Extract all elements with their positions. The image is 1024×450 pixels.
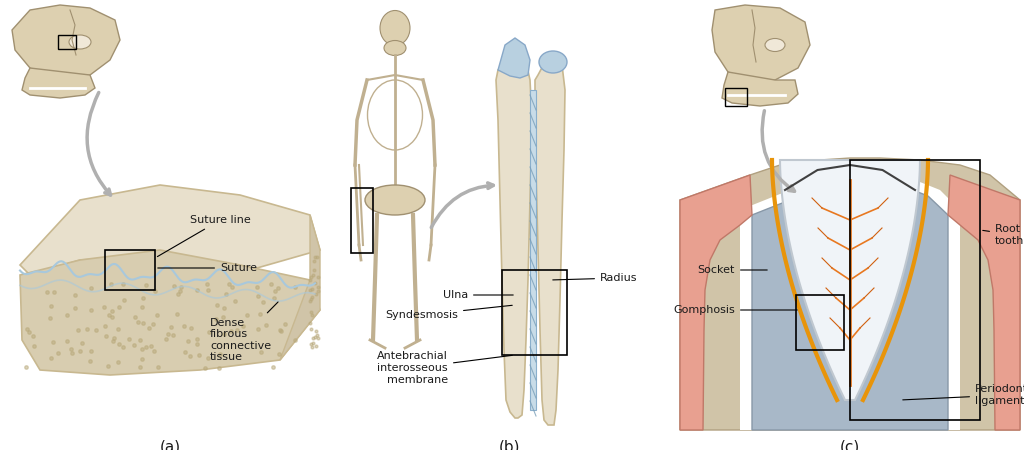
Bar xyxy=(351,188,373,253)
Bar xyxy=(796,295,844,350)
Text: Periodontal
ligament: Periodontal ligament xyxy=(903,384,1024,406)
Text: Root of
tooth: Root of tooth xyxy=(983,224,1024,246)
Text: Antebrachial
interosseous
membrane: Antebrachial interosseous membrane xyxy=(377,351,512,385)
Ellipse shape xyxy=(539,51,567,73)
Ellipse shape xyxy=(384,40,406,55)
Text: Radius: Radius xyxy=(553,273,638,283)
Bar xyxy=(502,270,567,355)
Polygon shape xyxy=(496,58,532,418)
Text: (c): (c) xyxy=(840,440,860,450)
Text: Gomphosis: Gomphosis xyxy=(673,305,798,315)
Ellipse shape xyxy=(365,185,425,215)
Bar xyxy=(850,160,980,420)
Polygon shape xyxy=(680,158,1020,430)
Polygon shape xyxy=(740,175,961,430)
Bar xyxy=(105,250,155,290)
Polygon shape xyxy=(12,5,120,80)
Polygon shape xyxy=(680,175,752,430)
Text: Suture line: Suture line xyxy=(158,215,251,256)
Polygon shape xyxy=(20,250,319,375)
Text: Socket: Socket xyxy=(697,265,767,275)
Polygon shape xyxy=(280,215,319,360)
Ellipse shape xyxy=(69,35,91,49)
Text: Suture: Suture xyxy=(158,263,257,273)
Polygon shape xyxy=(22,68,95,98)
Polygon shape xyxy=(498,38,530,78)
Text: (b): (b) xyxy=(500,440,521,450)
Polygon shape xyxy=(530,90,536,410)
Ellipse shape xyxy=(765,39,785,51)
Polygon shape xyxy=(752,182,948,430)
Polygon shape xyxy=(722,72,798,106)
Bar xyxy=(58,35,76,49)
Text: Dense
fibrous
connective
tissue: Dense fibrous connective tissue xyxy=(210,302,279,362)
Polygon shape xyxy=(535,58,565,425)
Text: (a): (a) xyxy=(160,440,180,450)
Text: Syndesmosis: Syndesmosis xyxy=(385,305,512,320)
Polygon shape xyxy=(712,5,810,82)
Polygon shape xyxy=(20,185,319,275)
Bar xyxy=(725,88,746,106)
Text: Ulna: Ulna xyxy=(442,290,513,300)
Ellipse shape xyxy=(380,10,410,45)
Polygon shape xyxy=(780,160,920,400)
Polygon shape xyxy=(948,175,1020,430)
